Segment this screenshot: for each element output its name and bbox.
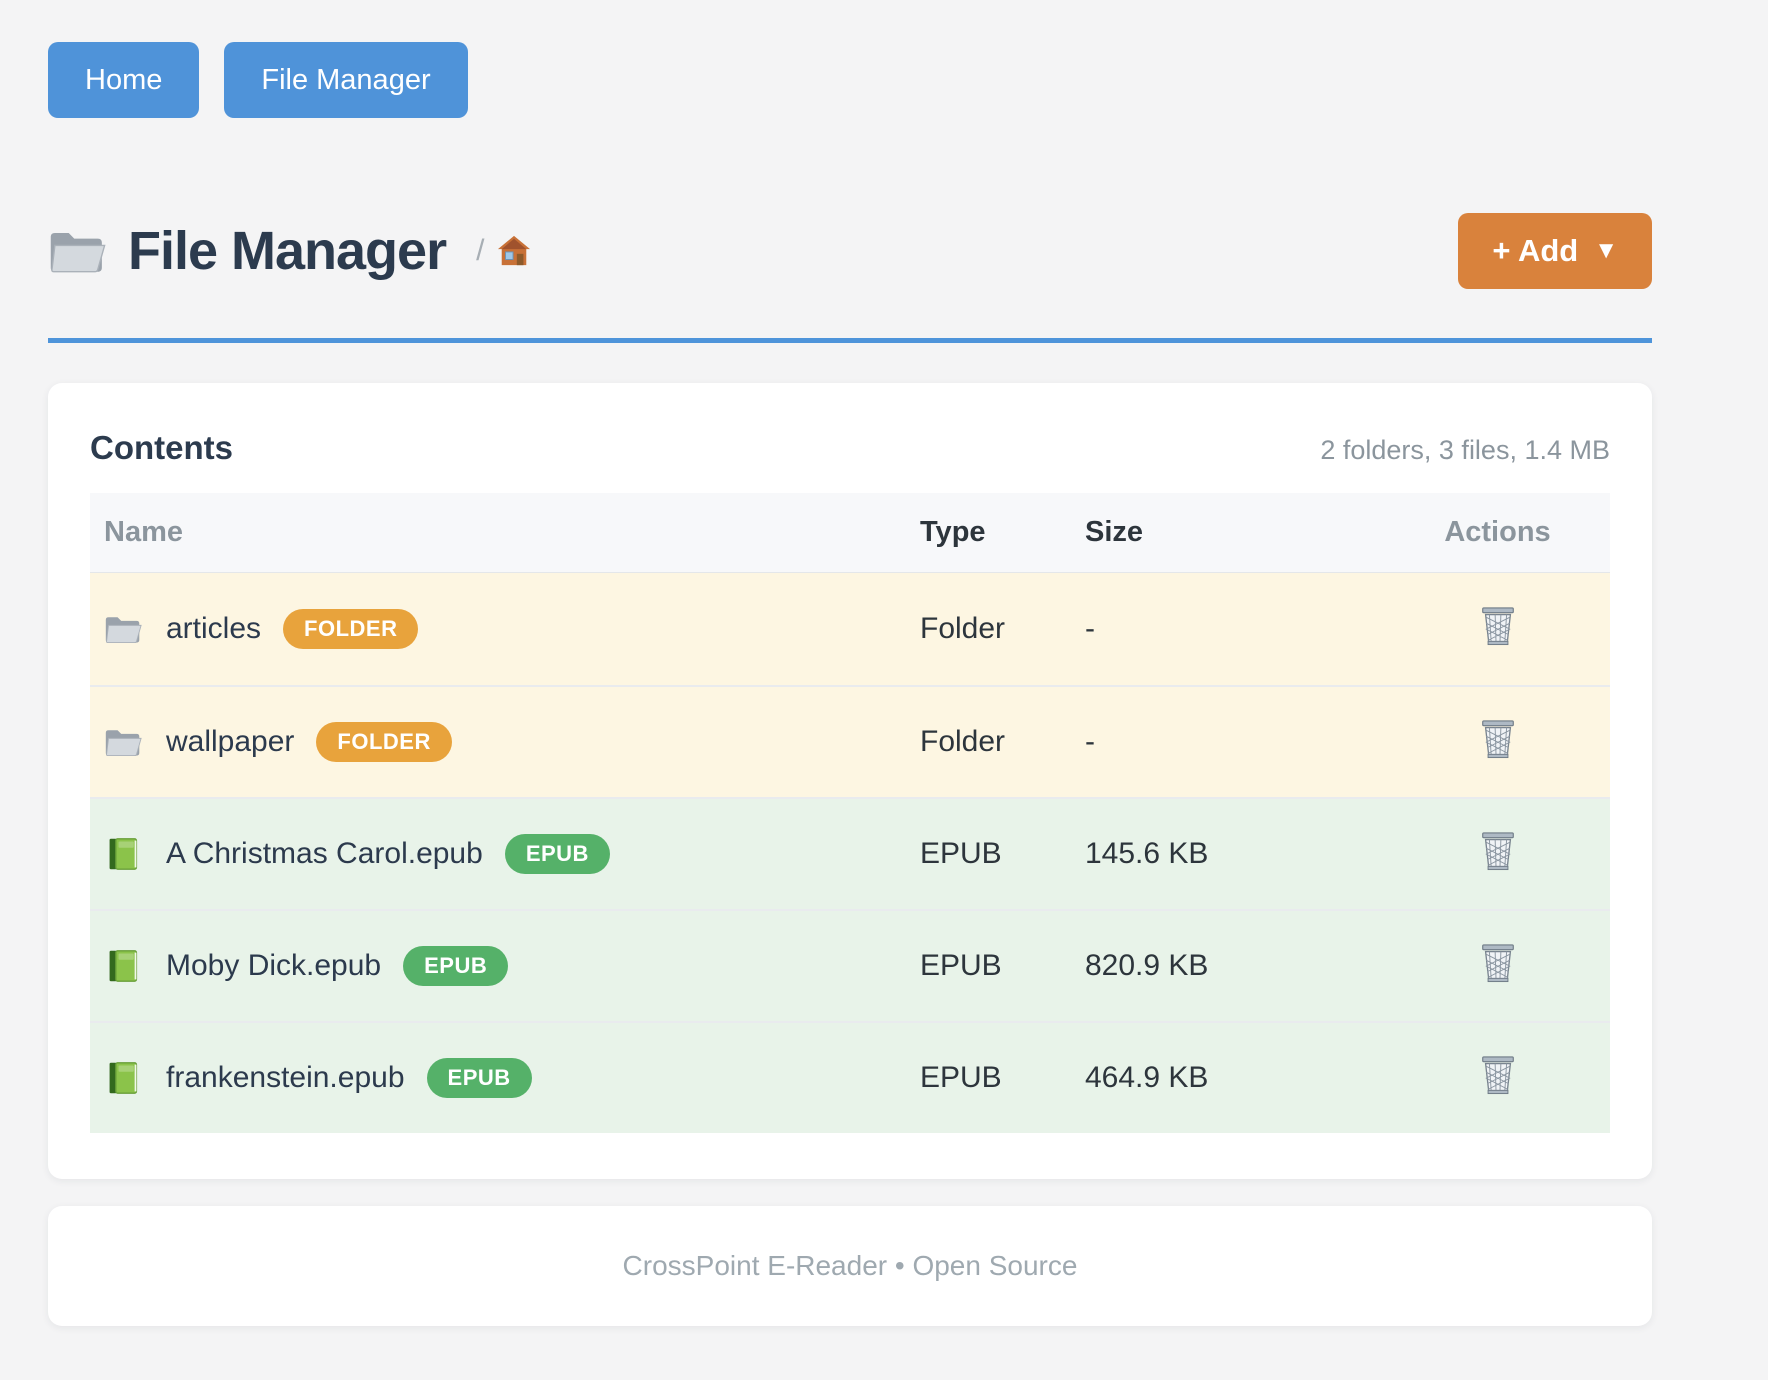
type-badge: EPUB bbox=[403, 946, 509, 986]
column-header-size: Size bbox=[1085, 516, 1144, 548]
type-cell: EPUB bbox=[920, 1061, 1002, 1094]
size-cell: - bbox=[1085, 612, 1095, 645]
delete-button[interactable] bbox=[1475, 939, 1521, 989]
name-cell: wallpaper FOLDER bbox=[90, 722, 920, 762]
book-icon bbox=[108, 838, 138, 870]
title-underline bbox=[48, 338, 1652, 343]
page-header: File Manager / + Add ▼ bbox=[48, 213, 1652, 289]
contents-card-header: Contents 2 folders, 3 files, 1.4 MB bbox=[90, 429, 1610, 467]
name-cell: frankenstein.epub EPUB bbox=[90, 1058, 920, 1098]
page: Home File Manager File Manager / + Add ▼… bbox=[48, 0, 1652, 1326]
table-row[interactable]: Moby Dick.epub EPUB EPUB 820.9 KB bbox=[90, 909, 1610, 1021]
column-header-name: Name bbox=[104, 516, 183, 548]
folder-icon bbox=[50, 232, 106, 273]
page-title: File Manager bbox=[128, 221, 447, 281]
file-name: A Christmas Carol.epub bbox=[166, 837, 483, 870]
home-button[interactable]: Home bbox=[48, 42, 200, 118]
type-cell: EPUB bbox=[920, 837, 1002, 870]
trash-icon bbox=[1481, 720, 1514, 759]
file-name: frankenstein.epub bbox=[166, 1061, 405, 1094]
contents-card: Contents 2 folders, 3 files, 1.4 MB Name… bbox=[48, 383, 1652, 1179]
column-header-type: Type bbox=[920, 516, 986, 548]
type-cell: Folder bbox=[920, 612, 1006, 645]
breadcrumb-separator: / bbox=[476, 234, 485, 267]
type-badge: FOLDER bbox=[283, 609, 419, 649]
delete-button[interactable] bbox=[1475, 827, 1521, 877]
delete-button[interactable] bbox=[1475, 1051, 1521, 1101]
trash-icon bbox=[1481, 607, 1514, 646]
table-row[interactable]: articles FOLDER Folder - bbox=[90, 573, 1610, 685]
name-cell: articles FOLDER bbox=[90, 609, 920, 649]
breadcrumb: / bbox=[476, 234, 532, 268]
table-row[interactable]: frankenstein.epub EPUB EPUB 464.9 KB bbox=[90, 1021, 1610, 1133]
type-badge: EPUB bbox=[426, 1058, 532, 1098]
size-cell: 145.6 KB bbox=[1085, 837, 1209, 870]
table-body: articles FOLDER Folder - wallpaper FOLDE… bbox=[90, 573, 1610, 1133]
type-badge: FOLDER bbox=[316, 722, 452, 762]
column-header-actions: Actions bbox=[1444, 516, 1551, 548]
contents-summary: 2 folders, 3 files, 1.4 MB bbox=[1320, 435, 1610, 465]
file-manager-button[interactable]: File Manager bbox=[224, 42, 468, 118]
name-cell: A Christmas Carol.epub EPUB bbox=[90, 834, 920, 874]
type-cell: EPUB bbox=[920, 949, 1002, 982]
house-icon[interactable] bbox=[496, 234, 532, 268]
table-row[interactable]: A Christmas Carol.epub EPUB EPUB 145.6 K… bbox=[90, 797, 1610, 909]
file-name: articles bbox=[166, 612, 262, 645]
name-cell: Moby Dick.epub EPUB bbox=[90, 946, 920, 986]
folder-icon bbox=[105, 729, 142, 757]
footer: CrossPoint E-Reader • Open Source bbox=[48, 1206, 1652, 1326]
footer-text: CrossPoint E-Reader • Open Source bbox=[622, 1250, 1078, 1281]
type-badge: EPUB bbox=[504, 834, 610, 874]
file-name: Moby Dick.epub bbox=[166, 949, 382, 982]
book-icon bbox=[108, 950, 138, 982]
add-button-label: + Add bbox=[1492, 233, 1579, 268]
top-nav: Home File Manager bbox=[48, 42, 1652, 118]
chevron-down-icon: ▼ bbox=[1594, 237, 1618, 264]
size-cell: - bbox=[1085, 725, 1095, 758]
size-cell: 820.9 KB bbox=[1085, 949, 1209, 982]
trash-icon bbox=[1481, 832, 1514, 871]
add-button[interactable]: + Add ▼ bbox=[1458, 213, 1652, 289]
type-cell: Folder bbox=[920, 725, 1006, 758]
file-table: Name Type Size Actions articles FOLDER F… bbox=[90, 493, 1610, 1133]
table-header-row: Name Type Size Actions bbox=[90, 493, 1610, 573]
contents-heading: Contents bbox=[90, 429, 233, 466]
delete-button[interactable] bbox=[1475, 602, 1521, 652]
size-cell: 464.9 KB bbox=[1085, 1061, 1209, 1094]
table-row[interactable]: wallpaper FOLDER Folder - bbox=[90, 685, 1610, 797]
delete-button[interactable] bbox=[1475, 715, 1521, 765]
book-icon bbox=[108, 1062, 138, 1094]
folder-icon bbox=[105, 616, 142, 644]
trash-icon bbox=[1481, 1056, 1514, 1095]
trash-icon bbox=[1481, 944, 1514, 983]
file-name: wallpaper bbox=[166, 725, 295, 758]
